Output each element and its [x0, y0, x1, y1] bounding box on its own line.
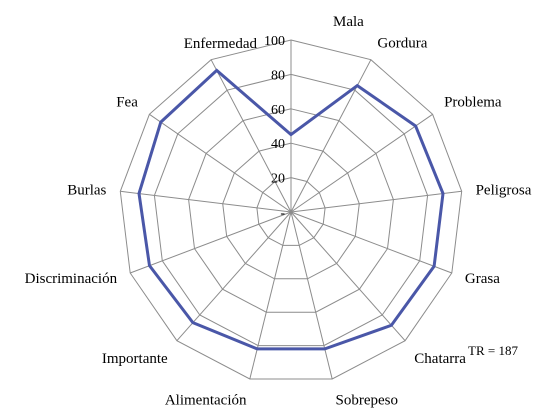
grid-spoke	[290, 211, 333, 380]
category-label: Grasa	[465, 271, 500, 287]
grid-spoke	[290, 211, 406, 342]
category-label: Burlas	[67, 183, 106, 199]
radar-series	[137, 68, 445, 351]
grid-spoke	[249, 211, 292, 380]
grid-ring	[188, 108, 394, 313]
tick-label: 100	[264, 34, 285, 49]
grid-ring	[256, 177, 326, 246]
category-labels: Mala Gordura Problema Peligrosa Grasa Chatarr…	[25, 14, 532, 409]
category-label: Discriminación	[25, 271, 118, 287]
grid-spoke	[290, 190, 462, 213]
category-label: Importante	[102, 351, 168, 367]
tick-label: 20	[271, 172, 285, 187]
grid-spoke	[290, 59, 372, 213]
category-label: Alimentación	[165, 393, 247, 409]
category-label: Chatarra	[414, 351, 466, 367]
sample-size-annotation: TR = 187	[468, 343, 518, 358]
grid-spoke	[130, 211, 292, 274]
grid-spoke	[149, 113, 292, 213]
category-label: Sobrepeso	[336, 393, 399, 409]
grid-spoke	[120, 190, 292, 213]
grid-spoke	[210, 59, 292, 213]
radar-grid	[119, 39, 463, 380]
grid-spoke	[176, 211, 292, 342]
grid-ring	[222, 142, 360, 280]
category-label: Mala	[333, 14, 364, 30]
series-line	[137, 68, 445, 351]
tick-label: -	[280, 206, 285, 221]
radial-tick-labels: - 20 40 60 80 100	[264, 34, 285, 221]
grid-spoke	[290, 113, 433, 213]
category-label: Fea	[116, 94, 138, 110]
tick-label: 40	[271, 137, 285, 152]
category-label: Enfermedad	[184, 36, 258, 52]
grid-ring	[119, 39, 463, 380]
tick-label: 60	[271, 103, 285, 118]
category-label: Gordura	[377, 35, 427, 51]
tick-label: 80	[271, 68, 285, 83]
grid-ring	[153, 73, 429, 347]
category-label: Problema	[444, 94, 502, 110]
category-label: Peligrosa	[476, 183, 532, 199]
grid-spoke	[290, 211, 452, 274]
